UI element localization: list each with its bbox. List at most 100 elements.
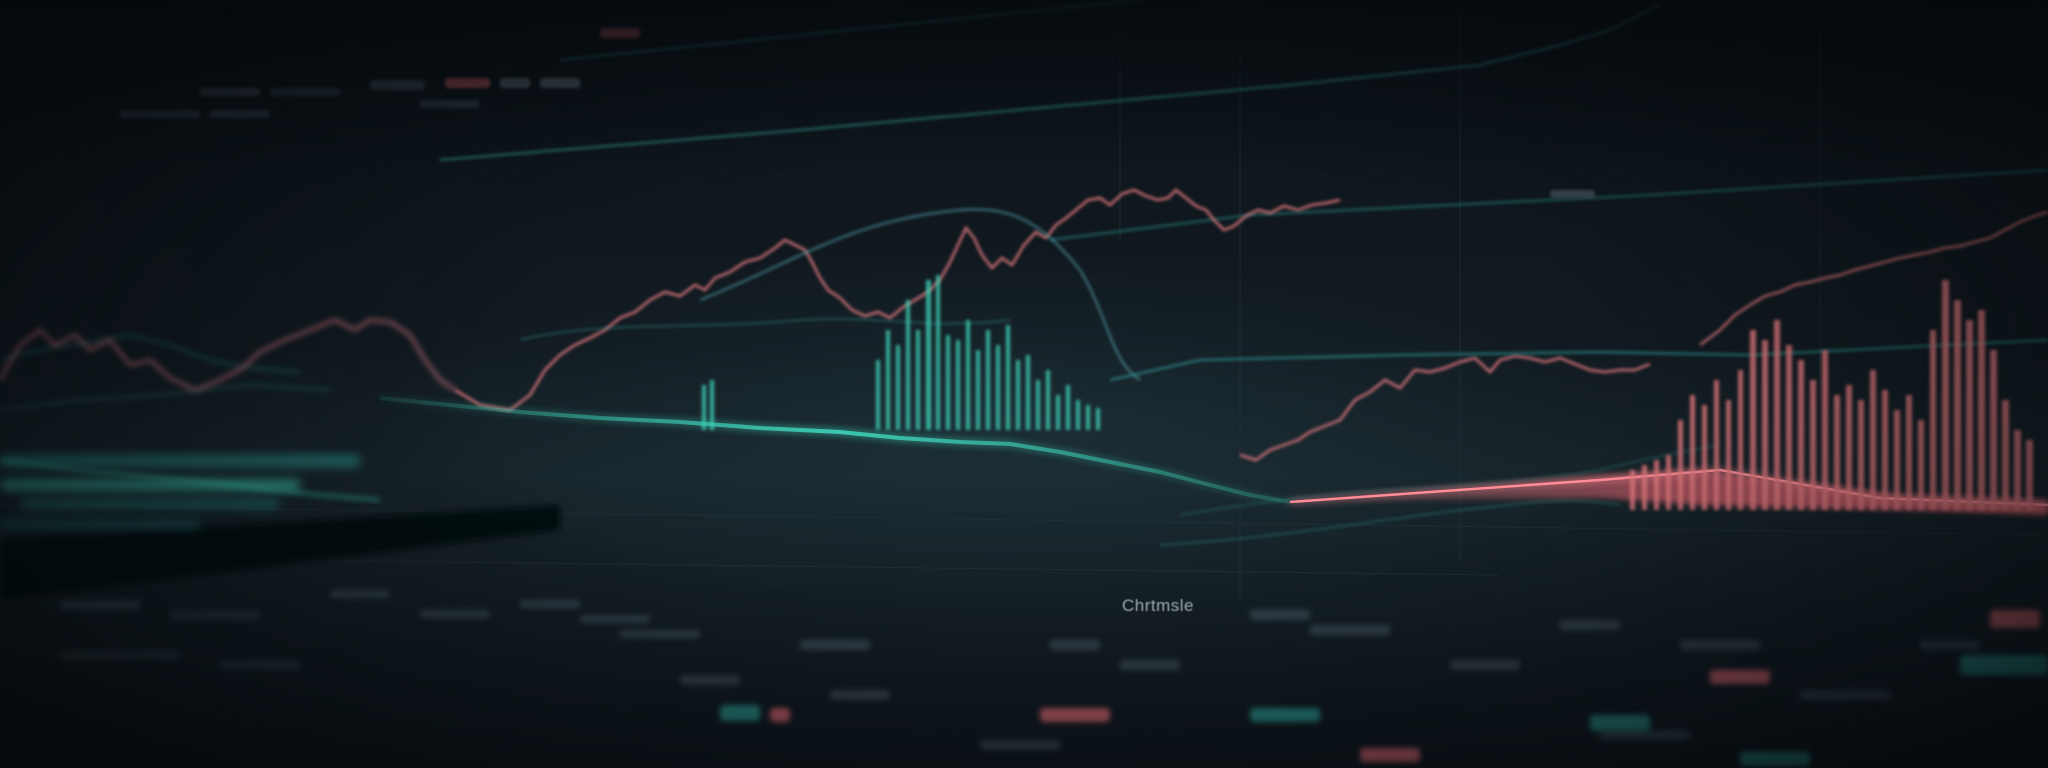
volume-bar xyxy=(1798,360,1804,510)
ticker-block xyxy=(210,110,270,118)
table-cell xyxy=(1050,640,1100,650)
volume-bar xyxy=(1822,350,1828,510)
volume-bar xyxy=(1810,380,1816,510)
volume-bar xyxy=(886,330,890,430)
upper-trend-lines xyxy=(439,0,2048,241)
volume-bar xyxy=(1726,400,1731,510)
status-badge xyxy=(1710,670,1770,684)
volume-bar xyxy=(1046,370,1050,430)
teal-glow-line xyxy=(379,396,1291,504)
volume-bar xyxy=(1036,380,1040,430)
volume-bar xyxy=(1834,395,1840,510)
volume-bar xyxy=(1978,310,1985,510)
ticker-block xyxy=(540,78,580,88)
table-cell xyxy=(1310,625,1390,635)
teal-price-line xyxy=(0,333,301,373)
table-cell xyxy=(60,650,180,660)
volume-bar xyxy=(1870,370,1876,510)
status-badge xyxy=(1740,752,1810,766)
table-cell xyxy=(1920,640,1980,650)
volume-bar xyxy=(1016,360,1020,430)
volume-bar xyxy=(1954,300,1961,510)
ticker-block xyxy=(270,88,340,96)
volume-bar xyxy=(916,330,920,430)
volume-bar xyxy=(1882,390,1888,510)
left-series xyxy=(0,318,456,411)
volume-bar xyxy=(976,350,980,430)
volume-bar xyxy=(1894,410,1900,510)
panel-bar xyxy=(0,480,300,490)
volume-bar xyxy=(1086,405,1090,430)
volume-bar xyxy=(1714,380,1719,510)
volume-bar xyxy=(1066,385,1070,430)
table-cell xyxy=(680,675,740,685)
table-cell xyxy=(620,630,700,638)
volume-bar xyxy=(1750,330,1756,510)
coral-price-line xyxy=(1239,354,1651,462)
panel-bar xyxy=(0,455,360,467)
volume-bar xyxy=(2002,400,2009,510)
volume-bar xyxy=(1654,460,1659,510)
volume-bar xyxy=(896,345,900,430)
status-badge xyxy=(1250,708,1320,722)
table-cell xyxy=(830,690,890,700)
volume-bar xyxy=(1858,400,1864,510)
volume-bar xyxy=(1738,370,1743,510)
ticker-block xyxy=(370,80,425,90)
ticker-block xyxy=(120,110,200,118)
bezel-edge xyxy=(0,505,560,600)
table-cell xyxy=(1560,620,1620,630)
coral-volume-bars xyxy=(1630,280,2033,510)
volume-bar xyxy=(956,340,960,430)
status-badge xyxy=(770,708,790,722)
panel-bar xyxy=(20,500,280,508)
table-cell xyxy=(170,610,260,620)
volume-bar xyxy=(1942,280,1949,510)
volume-bar xyxy=(1056,395,1060,430)
teal-curve-line xyxy=(1109,339,2048,381)
volume-bar xyxy=(1930,330,1936,510)
volume-bar xyxy=(1990,350,1997,510)
screen-label: Chrtmsle xyxy=(1122,596,1195,615)
teal-volume-bars xyxy=(702,275,1100,430)
volume-bar xyxy=(1786,345,1792,510)
teal-trend-line xyxy=(1049,169,2048,241)
table-cell xyxy=(800,640,870,650)
ticker-block xyxy=(445,78,490,88)
table-cell xyxy=(1120,660,1180,670)
table-cell xyxy=(580,615,650,623)
volume-bar xyxy=(946,335,950,430)
volume-bar xyxy=(876,360,880,430)
status-badge xyxy=(1990,610,2040,628)
status-badge xyxy=(1360,748,1420,762)
volume-bar xyxy=(1762,340,1768,510)
table-cell xyxy=(520,600,580,608)
volume-bar xyxy=(1642,465,1647,510)
status-badge xyxy=(1040,708,1110,722)
ticker-block xyxy=(200,88,260,96)
table-cell xyxy=(1680,640,1760,650)
bottom-data-table xyxy=(60,590,1980,750)
volume-bar xyxy=(966,320,970,430)
table-cell xyxy=(330,590,390,598)
coral-price-line xyxy=(1699,210,2048,346)
volume-bar xyxy=(986,330,990,430)
coral-price-line xyxy=(0,318,456,392)
table-cell xyxy=(980,740,1060,750)
ticker-blocks-top xyxy=(120,28,1595,198)
volume-bar xyxy=(1678,420,1683,510)
status-badge xyxy=(1960,655,2048,675)
grid-line xyxy=(279,559,1501,576)
panel-bar xyxy=(0,520,200,528)
status-badge xyxy=(1590,715,1650,731)
volume-bar xyxy=(1076,400,1080,430)
ticker-block xyxy=(600,28,640,38)
teal-price-line xyxy=(0,383,331,411)
table-cell xyxy=(1800,690,1890,700)
teal-trend-line xyxy=(559,0,1141,61)
volume-bar xyxy=(936,275,940,430)
volume-bar xyxy=(926,280,931,430)
ticker-block xyxy=(1550,190,1595,198)
volume-bar xyxy=(1966,320,1973,510)
table-cell xyxy=(1600,730,1690,740)
